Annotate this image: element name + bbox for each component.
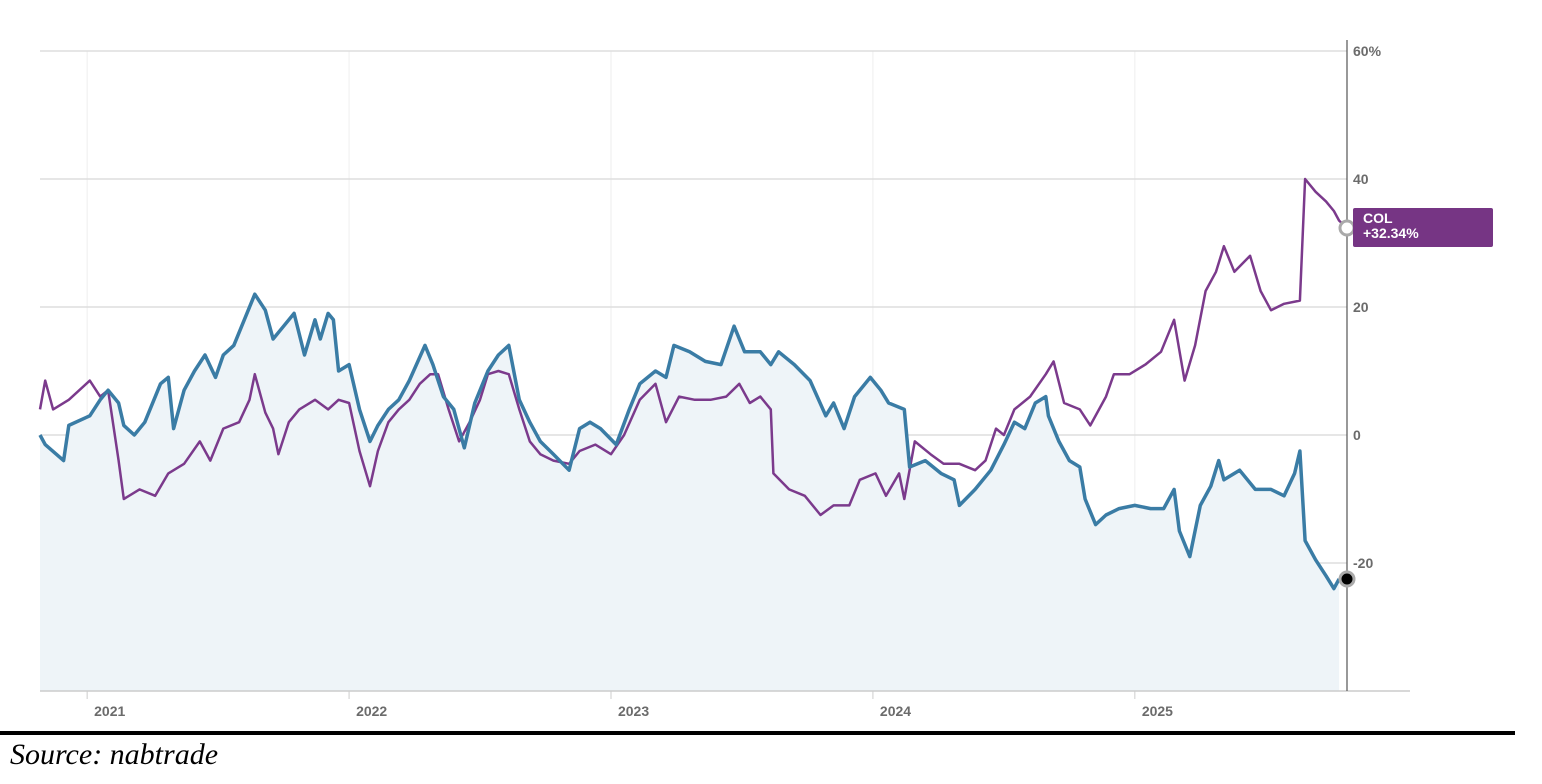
col-series-name: COL: [1363, 210, 1393, 226]
area-fill: [40, 294, 1340, 691]
col-last-value-label: COL +32.34%: [1353, 208, 1493, 247]
col-series-value: +32.34%: [1363, 225, 1419, 241]
y-tick-label: 20: [1353, 299, 1369, 315]
x-tick-label: 2022: [356, 703, 387, 719]
y-tick-label: 40: [1353, 171, 1369, 187]
end-markers: [1338, 219, 1356, 588]
x-tick-label: 2024: [880, 703, 911, 719]
series-line-col: [38, 177, 1348, 517]
x-tick-label: 2023: [618, 703, 649, 719]
y-tick-label: 0: [1353, 427, 1361, 443]
y-tick-label: 60%: [1353, 43, 1382, 59]
line-chart: 2021 2022 2023 2024 2025 60% 40 20 0 -20: [38, 40, 1410, 719]
x-tick-label: 2021: [94, 703, 125, 719]
tick-labels: 2021 2022 2023 2024 2025 60% 40 20 0 -20: [94, 43, 1381, 719]
x-tick-label: 2025: [1142, 703, 1173, 719]
source-caption: Source: nabtrade: [10, 738, 219, 771]
source-divider: [0, 731, 1515, 735]
series-area: [40, 294, 1340, 691]
end-marker: [1338, 219, 1356, 237]
series-line-benchmark: [38, 292, 1341, 591]
y-tick-label: -20: [1353, 555, 1373, 571]
end-marker: [1338, 570, 1356, 588]
series-lines: [38, 177, 1348, 591]
